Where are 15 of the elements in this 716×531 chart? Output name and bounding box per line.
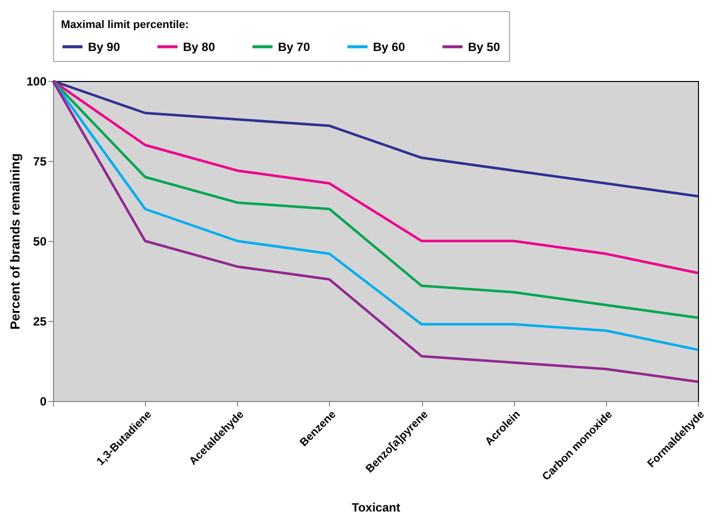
legend-label: By 80 xyxy=(183,40,216,54)
legend-label: By 70 xyxy=(278,40,310,54)
legend-title: Maximal limit percentile: xyxy=(61,19,189,31)
y-tick-label: 100 xyxy=(26,74,47,88)
legend-label: By 50 xyxy=(468,40,500,54)
y-tick-label: 25 xyxy=(33,314,47,328)
y-tick-label: 0 xyxy=(40,394,47,408)
y-tick-label: 50 xyxy=(33,234,47,248)
x-axis-title: Toxicant xyxy=(352,500,400,514)
y-axis-title: Percent of brands remaining xyxy=(7,153,22,330)
y-tick-label: 75 xyxy=(33,154,47,168)
legend-label: By 60 xyxy=(373,40,406,54)
legend-label: By 90 xyxy=(88,40,120,54)
line-series xyxy=(52,80,700,198)
line-series xyxy=(52,80,700,274)
